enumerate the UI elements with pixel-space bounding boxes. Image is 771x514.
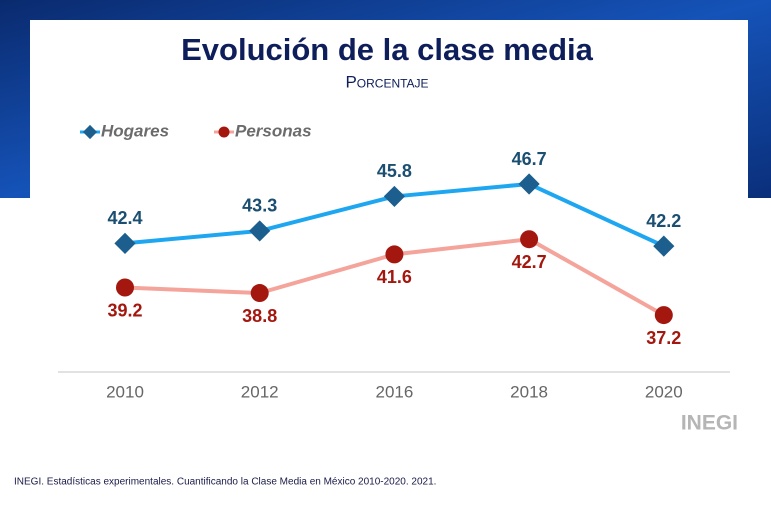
chart-title: Evolución de la clase media: [181, 32, 594, 67]
data-label: 42.7: [512, 252, 547, 272]
data-label: 41.6: [377, 267, 412, 287]
marker: [518, 173, 540, 195]
marker: [653, 235, 675, 257]
legend-label: Personas: [235, 121, 312, 140]
marker: [654, 306, 673, 325]
marker: [116, 278, 134, 297]
data-label: 45.8: [377, 161, 412, 181]
marker: [114, 232, 136, 254]
data-label: 42.4: [107, 208, 142, 228]
data-label: 38.8: [242, 306, 277, 326]
data-label: 42.2: [646, 211, 681, 231]
x-tick-label: 2018: [510, 382, 548, 401]
marker: [385, 245, 404, 264]
page-background: [0, 198, 771, 514]
chart-subtitle: Porcentaje: [345, 72, 428, 91]
data-label: 37.2: [646, 328, 681, 348]
x-tick-label: 2010: [106, 382, 144, 401]
marker: [520, 230, 539, 249]
legend-label: Hogares: [101, 121, 169, 140]
x-tick-label: 2016: [375, 382, 413, 401]
data-label: 39.2: [107, 300, 142, 320]
data-label: 46.7: [512, 149, 547, 169]
legend-marker: [218, 126, 230, 138]
data-label: 43.3: [242, 196, 277, 216]
marker: [249, 220, 271, 242]
logo: INEGI: [681, 412, 738, 435]
x-tick-label: 2020: [645, 382, 683, 401]
x-tick-label: 2012: [241, 382, 279, 401]
source-note: INEGI. Estadísticas experimentales. Cuan…: [14, 477, 436, 488]
marker: [250, 284, 269, 303]
